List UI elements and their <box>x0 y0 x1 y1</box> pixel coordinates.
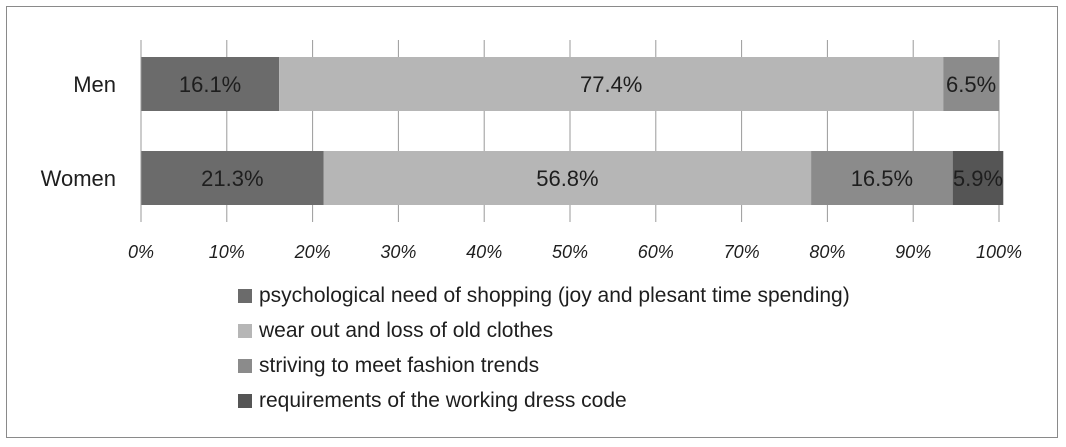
data-label: 21.3% <box>201 166 263 191</box>
bar-segment <box>141 151 324 205</box>
legend-swatch <box>238 288 252 303</box>
x-tick-label: 0% <box>128 242 154 262</box>
legend-swatch <box>238 393 252 408</box>
legend-item: requirements of the working dress code <box>238 383 850 418</box>
x-tick-label: 80% <box>809 242 845 262</box>
category-label: Men <box>73 72 116 97</box>
legend-item: wear out and loss of old clothes <box>238 313 850 348</box>
legend-swatch <box>238 358 252 373</box>
bar-segment <box>811 151 953 205</box>
x-tick-label: 10% <box>209 242 245 262</box>
x-tick-label: 90% <box>895 242 931 262</box>
x-tick-label: 60% <box>638 242 674 262</box>
legend-label: psychological need of shopping (joy and … <box>259 283 850 307</box>
x-tick-label: 40% <box>466 242 502 262</box>
chart-legend: psychological need of shopping (joy and … <box>238 278 850 418</box>
legend-item: striving to meet fashion trends <box>238 348 850 383</box>
category-label: Women <box>41 166 116 191</box>
data-label: 5.9% <box>953 166 1003 191</box>
legend-item: psychological need of shopping (joy and … <box>238 278 850 313</box>
legend-swatch <box>238 323 252 338</box>
legend-label: wear out and loss of old clothes <box>259 318 554 342</box>
legend-label: requirements of the working dress code <box>259 388 627 412</box>
data-label: 56.8% <box>536 166 598 191</box>
bar-segment <box>323 151 812 205</box>
data-label: 6.5% <box>946 72 996 97</box>
x-tick-label: 100% <box>976 242 1022 262</box>
x-tick-label: 30% <box>380 242 416 262</box>
legend-label: striving to meet fashion trends <box>259 353 540 377</box>
bar-segment <box>943 57 999 111</box>
bar-segment <box>952 151 1004 205</box>
x-tick-label: 20% <box>294 242 331 262</box>
data-label: 16.1% <box>179 72 241 97</box>
data-label: 16.5% <box>851 166 913 191</box>
x-tick-label: 50% <box>552 242 588 262</box>
data-label: 77.4% <box>580 72 642 97</box>
bar-segment <box>279 57 944 111</box>
x-tick-label: 70% <box>724 242 760 262</box>
bar-segment <box>141 57 280 111</box>
